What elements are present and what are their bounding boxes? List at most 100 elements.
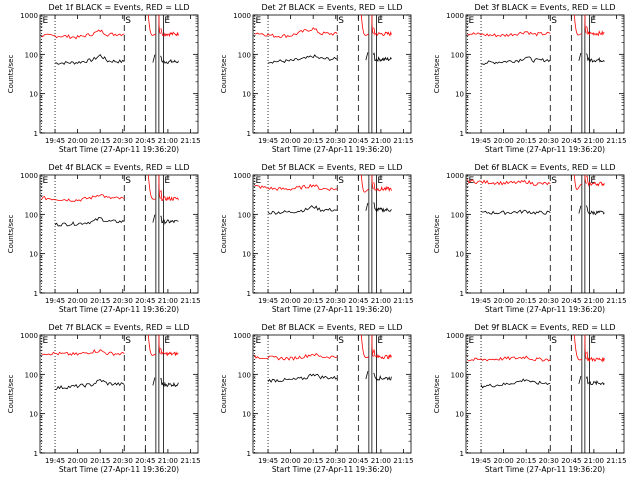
event-marker-label: E: [469, 336, 475, 346]
y-axis-label: Counts/sec: [433, 375, 441, 414]
events-spike: [152, 377, 156, 386]
event-marker-label: E: [256, 16, 262, 26]
panel-title: Det 6f BLACK = Events, RED = LLD: [474, 163, 615, 172]
event-marker-label: E: [377, 16, 383, 26]
x-tick-label: 20:15: [516, 297, 536, 305]
x-tick-label: 20:00: [281, 457, 301, 465]
x-tick-label: 20:30: [113, 137, 133, 145]
lld-spike: [573, 334, 583, 361]
x-axis-label: Start Time (27-Apr-11 19:36:20): [272, 465, 392, 474]
x-tick-label: 20:00: [494, 297, 514, 305]
x-tick-label: 19:45: [258, 457, 278, 465]
lld-spike: [360, 14, 370, 36]
series-lld-line: [254, 352, 338, 361]
y-tick-label: 1: [247, 130, 251, 138]
plot-frame: [465, 174, 625, 294]
x-tick-label: 19:45: [258, 297, 278, 305]
event-marker-label: E: [377, 336, 383, 346]
event-marker-label: E: [164, 176, 170, 186]
x-tick-label: 19:45: [471, 457, 491, 465]
x-tick-label: 19:45: [258, 137, 278, 145]
x-tick-label: 19:45: [45, 297, 65, 305]
series-events-line: [54, 53, 125, 65]
series-lld-line-after-gap: [160, 347, 179, 356]
x-tick-label: 20:15: [90, 137, 110, 145]
y-axis-label: Counts/sec: [220, 375, 228, 414]
plot-frame: [252, 334, 412, 454]
x-tick-label: 20:30: [326, 137, 346, 145]
panel-title: Det 3f BLACK = Events, RED = LLD: [474, 3, 615, 12]
x-tick-label: 19:45: [471, 137, 491, 145]
x-tick-label: 20:00: [281, 297, 301, 305]
events-spike: [578, 205, 582, 214]
x-tick-label: 20:15: [303, 297, 323, 305]
series-events-line-after-gap: [373, 372, 392, 381]
x-tick-label: 20:45: [135, 297, 155, 305]
lld-spike: [158, 334, 161, 355]
event-marker-label: S: [338, 176, 344, 186]
series-lld-line: [41, 349, 125, 357]
x-tick-label: 21:15: [180, 137, 200, 145]
event-marker-label: E: [377, 176, 383, 186]
x-tick-label: 20:15: [90, 457, 110, 465]
y-tick-label: 1000: [233, 172, 251, 180]
y-axis-label: Counts/sec: [433, 215, 441, 254]
x-axis-label: Start Time (27-Apr-11 19:36:20): [485, 465, 605, 474]
panel-title: Det 4f BLACK = Events, RED = LLD: [48, 163, 189, 172]
x-tick-label: 20:00: [68, 297, 88, 305]
series-lld-line: [254, 183, 338, 192]
lld-spike: [371, 14, 374, 35]
event-marker-label: E: [43, 16, 49, 26]
event-marker-label: S: [125, 176, 131, 186]
panel-title: Det 9f BLACK = Events, RED = LLD: [474, 323, 615, 332]
x-tick-label: 21:00: [158, 457, 178, 465]
series-lld-line-after-gap: [373, 349, 392, 360]
y-tick-label: 10: [29, 91, 38, 99]
x-tick-label: 21:00: [584, 297, 604, 305]
x-tick-label: 19:45: [45, 137, 65, 145]
detector-panel: Det 9f BLACK = Events, RED = LLD 1 10 100 10…: [433, 323, 627, 474]
detector-panel: Det 8f BLACK = Events, RED = LLD 1 10 100 10…: [220, 323, 414, 474]
series-lld-line-after-gap: [373, 27, 392, 37]
series-lld-line: [467, 355, 551, 362]
detector-panel: Det 1f BLACK = Events, RED = LLD 1 10 100 10…: [7, 3, 201, 154]
y-tick-label: 100: [451, 51, 464, 59]
series-lld-line-after-gap: [586, 175, 605, 187]
y-tick-label: 1000: [233, 332, 251, 340]
plot-frame: [252, 174, 412, 294]
events-spike: [365, 371, 369, 380]
x-tick-label: 21:15: [180, 457, 200, 465]
y-tick-label: 1000: [20, 172, 38, 180]
x-axis-label: Start Time (27-Apr-11 19:36:20): [272, 305, 392, 314]
x-tick-label: 20:45: [561, 297, 581, 305]
series-events-line-after-gap: [586, 53, 605, 63]
events-spike: [152, 54, 156, 63]
series-lld-line-after-gap: [586, 25, 605, 37]
event-marker-label: E: [590, 336, 596, 346]
x-tick-label: 21:00: [584, 137, 604, 145]
y-tick-label: 1000: [20, 332, 38, 340]
events-spike: [152, 214, 156, 223]
x-tick-label: 20:30: [539, 457, 559, 465]
series-lld-line: [467, 179, 551, 186]
lld-spike: [158, 14, 161, 35]
detector-panel: Det 6f BLACK = Events, RED = LLD 1 10 100 10…: [433, 163, 627, 314]
x-tick-label: 20:30: [326, 457, 346, 465]
x-tick-label: 20:30: [326, 297, 346, 305]
y-axis-label: Counts/sec: [7, 375, 15, 414]
y-tick-label: 1: [34, 130, 38, 138]
event-marker-label: E: [43, 336, 49, 346]
panel-title: Det 7f BLACK = Events, RED = LLD: [48, 323, 189, 332]
y-tick-label: 100: [451, 211, 464, 219]
event-marker-label: E: [256, 336, 262, 346]
panel-title: Det 2f BLACK = Events, RED = LLD: [261, 3, 402, 12]
x-tick-label: 20:00: [494, 457, 514, 465]
lld-spike: [360, 174, 370, 193]
x-tick-label: 20:00: [68, 137, 88, 145]
series-events-line: [267, 373, 338, 383]
plot-frame: [252, 14, 412, 134]
y-tick-label: 1000: [446, 172, 464, 180]
detector-panel: Det 7f BLACK = Events, RED = LLD 1 10 100 10…: [7, 323, 201, 474]
x-tick-label: 20:15: [303, 457, 323, 465]
x-tick-label: 20:45: [348, 137, 368, 145]
